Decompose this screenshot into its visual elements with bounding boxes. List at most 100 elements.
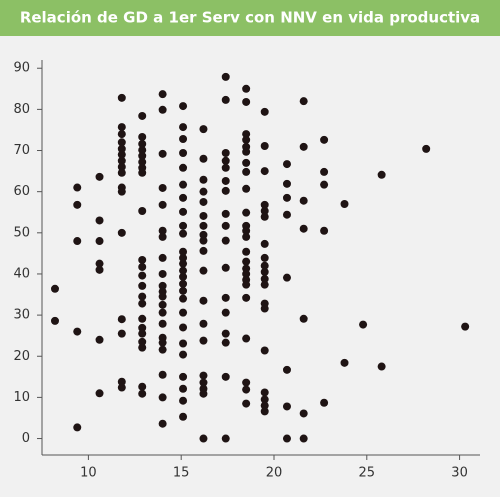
point [242,184,251,193]
point [138,146,147,155]
point [260,167,269,176]
point [179,279,188,288]
point [422,144,431,153]
point [199,197,208,206]
point [117,383,126,392]
point [73,183,82,192]
point [179,163,188,172]
point [221,293,230,302]
point [158,393,167,402]
point [282,160,291,169]
point [117,162,126,171]
point [242,84,251,93]
point [242,232,251,241]
chart-title: Relación de GD a 1er Serv con NNV en vid… [20,9,480,27]
point [179,180,188,189]
point [320,226,329,235]
point [221,176,230,185]
point [199,378,208,387]
y-tick-label: 40 [13,266,30,281]
point [158,308,167,317]
point [377,362,386,371]
y-tick-label: 10 [13,390,30,405]
point [221,236,230,245]
point [282,434,291,443]
point [340,200,349,209]
point [199,187,208,196]
point [158,281,167,290]
point [242,167,251,176]
point [199,319,208,328]
point [138,382,147,391]
point [50,284,59,293]
point [282,273,291,282]
point [242,334,251,343]
point [199,125,208,134]
point [138,292,147,301]
point [117,93,126,102]
point [95,259,104,268]
point [299,224,308,233]
point [199,336,208,345]
point [138,168,147,177]
point [179,308,188,317]
point [299,314,308,323]
point [282,365,291,374]
point [242,147,251,156]
point [117,144,126,153]
point [199,266,208,275]
point [260,388,269,397]
x-tick-label: 25 [359,466,376,481]
point [221,221,230,230]
point [282,402,291,411]
point [242,385,251,394]
point [117,156,126,165]
point [260,280,269,289]
point [138,158,147,167]
point [242,293,251,302]
point [260,395,269,404]
point [158,292,167,301]
point [179,135,188,143]
point [282,179,291,188]
point [179,259,188,268]
point [179,253,188,262]
point [158,149,167,158]
point [117,150,126,159]
point [158,345,167,354]
point [221,263,230,272]
point [138,132,147,141]
point [260,274,269,283]
point [179,272,188,281]
point [179,396,188,405]
point [299,434,308,443]
point [179,323,188,332]
point [221,434,230,443]
point [179,350,188,359]
point [299,97,308,106]
point [95,237,104,246]
x-tick-label: 10 [80,466,97,481]
point [299,196,308,205]
point [179,102,188,111]
point [260,141,269,150]
point [179,148,188,157]
point [179,266,188,275]
point [242,130,251,139]
point [117,228,126,237]
point [117,138,126,147]
point [242,247,251,256]
point [199,211,208,220]
point [179,339,188,348]
point [242,269,251,278]
point [158,183,167,192]
point [242,97,251,106]
point [260,239,269,248]
point [260,107,269,116]
point [179,221,188,230]
point [138,262,147,271]
point [117,329,126,338]
point [179,372,188,381]
point [242,226,251,235]
point [260,407,269,416]
